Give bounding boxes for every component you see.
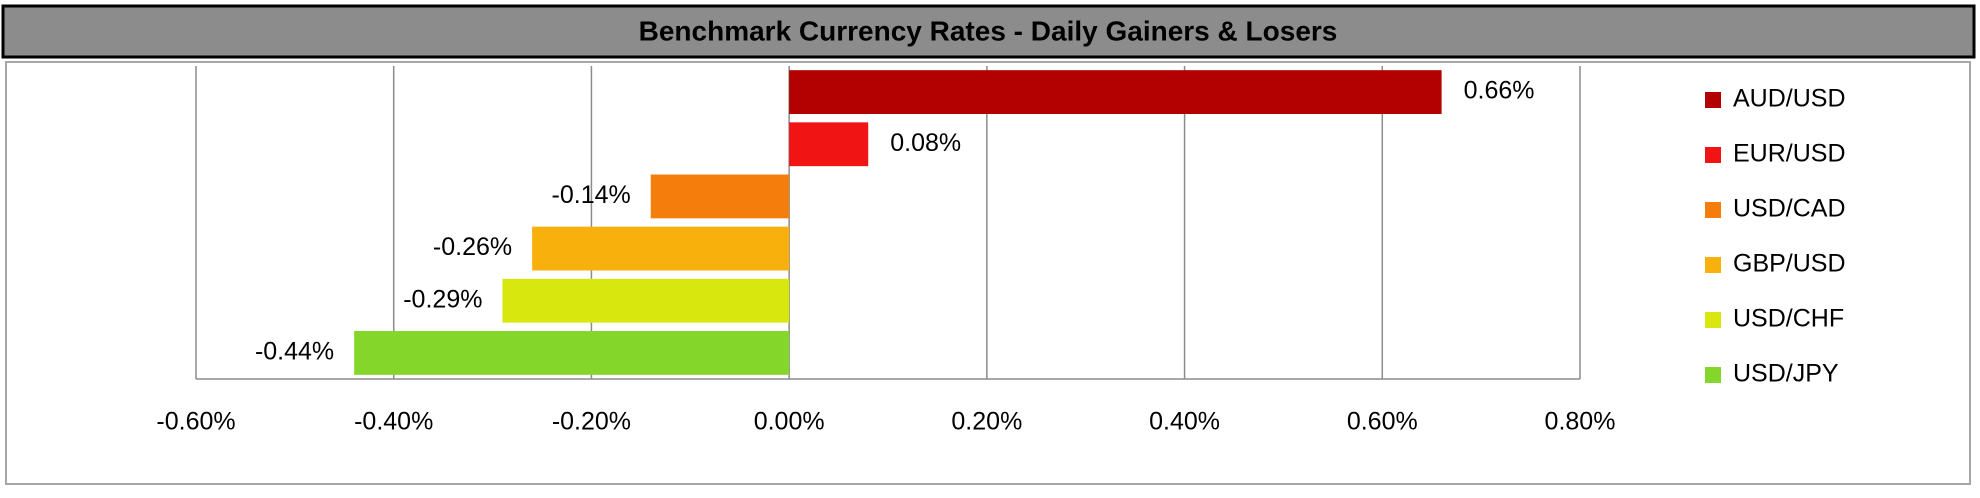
data-label: -0.29% [403,285,482,313]
data-label: 0.66% [1464,77,1535,105]
x-tick-label: -0.60% [156,408,235,436]
data-label: -0.26% [433,233,512,261]
legend-label: EUR/USD [1733,140,1846,168]
x-tick-label: -0.40% [354,408,433,436]
legend-label: USD/CHF [1733,305,1844,333]
legend-swatch [1705,147,1721,163]
x-tick-label: 0.00% [754,408,825,436]
chart-title: Benchmark Currency Rates - Daily Gainers… [639,15,1338,46]
bar [354,331,790,375]
data-label: 0.08% [890,129,961,157]
bar [650,174,790,219]
legend-label: GBP/USD [1733,250,1846,278]
bar [789,70,1442,114]
chart-frame [5,61,1971,485]
x-tick-label: 0.80% [1545,408,1616,436]
legend-swatch [1705,312,1721,328]
legend-label: AUD/USD [1733,85,1846,113]
legend-swatch [1705,92,1721,108]
legend-swatch [1705,257,1721,273]
legend-swatch [1705,367,1721,383]
x-tick-label: 0.20% [951,408,1022,436]
x-tick-label: -0.20% [552,408,631,436]
bar [789,122,869,167]
data-label: -0.14% [552,181,631,209]
data-label: -0.44% [255,338,334,366]
x-tick-label: 0.60% [1347,408,1418,436]
x-tick-label: 0.40% [1149,408,1220,436]
legend-label: USD/CAD [1733,195,1846,223]
bar [532,226,790,271]
legend-swatch [1705,202,1721,218]
title-bar [1,4,1976,59]
legend-label: USD/JPY [1733,360,1839,388]
bar [502,278,790,323]
